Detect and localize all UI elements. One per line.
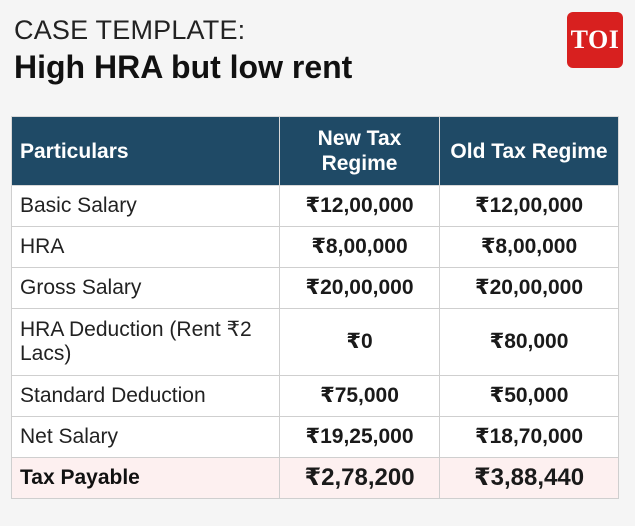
kicker: CASE TEMPLATE: xyxy=(14,15,246,45)
page-title: High HRA but low rent xyxy=(14,49,353,85)
row-label: Gross Salary xyxy=(11,267,280,309)
table-header-row: Particulars New Tax Regime Old Tax Regim… xyxy=(11,116,619,186)
row-label: Standard Deduction xyxy=(11,375,280,417)
column-header-new-regime: New Tax Regime xyxy=(279,116,440,186)
new-regime-value: ₹19,25,000 xyxy=(279,416,440,458)
old-regime-value: ₹3,88,440 xyxy=(439,457,619,499)
row-label: Tax Payable xyxy=(11,457,280,499)
row-label: HRA xyxy=(11,226,280,268)
total-row: Tax Payable ₹2,78,200 ₹3,88,440 xyxy=(11,457,619,499)
old-regime-value: ₹20,00,000 xyxy=(439,267,619,309)
new-regime-value: ₹12,00,000 xyxy=(279,185,440,227)
old-regime-value: ₹50,000 xyxy=(439,375,619,417)
old-regime-value: ₹18,70,000 xyxy=(439,416,619,458)
column-header-old-regime: Old Tax Regime xyxy=(439,116,619,186)
new-regime-value: ₹20,00,000 xyxy=(279,267,440,309)
table-row: HRA ₹8,00,000 ₹8,00,000 xyxy=(11,226,619,268)
row-label: HRA Deduction (Rent ₹2 Lacs) xyxy=(11,308,280,376)
table-row: HRA Deduction (Rent ₹2 Lacs) ₹0 ₹80,000 xyxy=(11,308,619,376)
table-row: Net Salary ₹19,25,000 ₹18,70,000 xyxy=(11,416,619,458)
column-header-particulars: Particulars xyxy=(11,116,280,186)
table-row: Standard Deduction ₹75,000 ₹50,000 xyxy=(11,375,619,417)
old-regime-value: ₹12,00,000 xyxy=(439,185,619,227)
new-regime-value: ₹2,78,200 xyxy=(279,457,440,499)
tax-comparison-table: Particulars New Tax Regime Old Tax Regim… xyxy=(11,116,619,499)
table-row: Gross Salary ₹20,00,000 ₹20,00,000 xyxy=(11,267,619,309)
new-regime-value: ₹75,000 xyxy=(279,375,440,417)
header: CASE TEMPLATE: High HRA but low rent xyxy=(14,14,352,86)
row-label: Basic Salary xyxy=(11,185,280,227)
row-label: Net Salary xyxy=(11,416,280,458)
toi-logo: TOI xyxy=(567,12,623,68)
table-row: Basic Salary ₹12,00,000 ₹12,00,000 xyxy=(11,185,619,227)
old-regime-value: ₹8,00,000 xyxy=(439,226,619,268)
new-regime-value: ₹0 xyxy=(279,308,440,376)
old-regime-value: ₹80,000 xyxy=(439,308,619,376)
new-regime-value: ₹8,00,000 xyxy=(279,226,440,268)
